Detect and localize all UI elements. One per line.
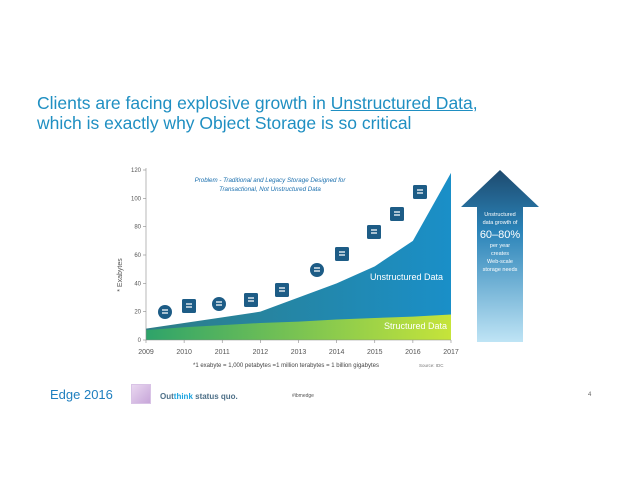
x-tick-label: 2017 (443, 349, 459, 356)
footnote: *1 exabyte = 1,000 petabytes =1 million … (193, 363, 379, 369)
x-tick-label: 2016 (405, 349, 421, 356)
speaker-icon-glyph (339, 251, 345, 256)
rss-icon (310, 263, 324, 277)
title-part1: Clients are facing explosive growth in (37, 93, 331, 113)
check-icon-glyph (417, 189, 423, 194)
sidebar-line-4: creates (491, 251, 509, 257)
image-icon (275, 283, 289, 297)
music-icon-glyph (394, 211, 400, 216)
play-icon-glyph (216, 301, 222, 306)
mail-icon-glyph (248, 297, 254, 302)
hashtag: #ibmedge (292, 393, 314, 399)
y-tick-label: 100 (131, 196, 142, 202)
unstructured-area (146, 172, 451, 340)
annotation-line2: Transactional, Not Unstructured Data (219, 186, 321, 193)
mail-icon-shape (244, 293, 258, 307)
x-tick-label: 2010 (176, 349, 192, 356)
sidebar-line-1: data growth of (483, 220, 518, 226)
dollar-icon-shape (158, 305, 172, 319)
check-icon-shape (413, 185, 427, 199)
tagline-suffix: status quo. (192, 392, 238, 401)
tagline-bold: think (173, 392, 193, 401)
growth-arrow (461, 170, 539, 342)
dollar-icon (158, 305, 172, 319)
play-icon (212, 297, 226, 311)
series-label-structured: Structured Data (384, 321, 447, 331)
sidebar-line-0: Unstructured (484, 212, 516, 218)
tagline-prefix: Out (160, 392, 174, 401)
chat-icon-shape (367, 225, 381, 239)
y-tick-label: 40 (134, 281, 141, 287)
y-tick-label: 120 (131, 168, 142, 174)
source-label: Source: IDC (419, 363, 444, 368)
sidebar-line-5: Web-scale (487, 259, 513, 265)
x-tick-label: 2009 (138, 349, 154, 356)
rss-icon-shape (310, 263, 324, 277)
speaker-icon-shape (335, 247, 349, 261)
sidebar-line-3: per year (490, 243, 510, 249)
image-icon-glyph (279, 287, 285, 292)
series-label-unstructured: Unstructured Data (370, 272, 443, 282)
title-line2: which is exactly why Object Storage is s… (37, 113, 412, 133)
sidebar-line-6: storage needs (483, 267, 518, 273)
x-tick-label: 2015 (367, 349, 383, 356)
rss-icon-glyph (314, 267, 320, 272)
play-icon-shape (212, 297, 226, 311)
x-tick-label: 2014 (329, 349, 345, 356)
document-icon (182, 299, 196, 313)
check-icon (413, 185, 427, 199)
music-icon-shape (390, 207, 404, 221)
x-tick-label: 2013 (291, 349, 307, 356)
cube-logo-icon (130, 384, 151, 404)
music-icon (390, 207, 404, 221)
dollar-icon-glyph (162, 309, 168, 314)
x-tick-label: 2012 (253, 349, 269, 356)
image-icon-shape (275, 283, 289, 297)
y-tick-label: 20 (134, 310, 141, 316)
chat-icon-glyph (371, 229, 377, 234)
y-tick-label: 80 (134, 225, 141, 231)
edge-logo: Edge 2016 (50, 386, 113, 402)
x-tick-label: 2011 (215, 349, 230, 356)
page-number: 4 (588, 392, 592, 398)
chat-icon (367, 225, 381, 239)
y-axis-label: * Exabytes (117, 258, 124, 292)
slide-title: Clients are facing explosive growth in U… (37, 93, 597, 133)
title-link[interactable]: Unstructured Data (330, 93, 473, 113)
sidebar-line-2: 60–80% (480, 229, 521, 241)
mail-icon (244, 293, 258, 307)
y-tick-label: 0 (138, 338, 142, 344)
speaker-icon (335, 247, 349, 261)
structured-area (146, 314, 451, 340)
y-tick-label: 60 (134, 253, 141, 259)
document-icon-shape (182, 299, 196, 313)
think-tagline: Outthink status quo. (160, 392, 238, 401)
title-part2: , (472, 93, 478, 113)
footer-brand: Edge 2016 (50, 384, 151, 404)
annotation-line1: Problem - Traditional and Legacy Storage… (195, 177, 347, 184)
document-icon-glyph (186, 303, 192, 308)
